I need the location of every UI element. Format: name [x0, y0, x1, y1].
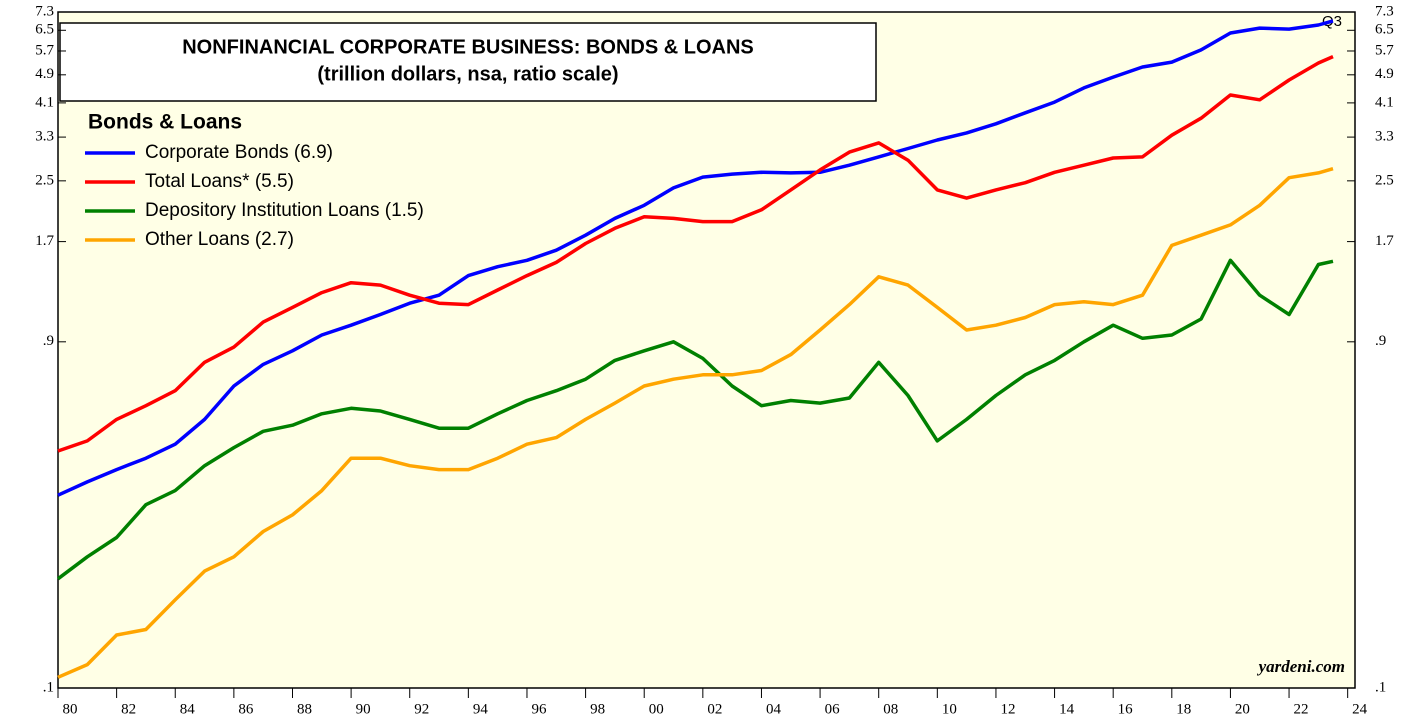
x-tick-label: 10 — [942, 701, 957, 717]
series-line — [56, 258, 1334, 581]
x-tick-label: 00 — [649, 701, 664, 717]
y2-tick-label: .1 — [1375, 679, 1386, 695]
title-box — [59, 22, 877, 102]
x-tick-label: 86 — [238, 701, 254, 717]
x-tick-label: 84 — [180, 701, 196, 717]
y2-tick-label: .9 — [1375, 333, 1386, 349]
y2-tick-label: 2.5 — [1375, 172, 1394, 188]
y-tick-label: 4.9 — [35, 66, 54, 82]
y-tick-label: .1 — [43, 679, 54, 695]
y-tick-label: 6.5 — [35, 22, 54, 38]
x-tick-label: 04 — [766, 701, 782, 717]
y-tick-label: 1.7 — [35, 233, 54, 249]
y-tick-label: 7.3 — [35, 3, 54, 19]
y2-tick-label: 5.7 — [1375, 42, 1394, 58]
legend-label: Other Loans (2.7) — [145, 229, 294, 250]
x-tick-label: 12 — [1000, 701, 1015, 717]
x-tick-label: 80 — [63, 701, 78, 717]
source: yardeni.com — [1257, 657, 1345, 676]
y-tick-label: .9 — [43, 333, 54, 349]
series-line — [57, 167, 1334, 679]
y2-tick-label: 1.7 — [1375, 233, 1394, 249]
legend-label: Corporate Bonds (6.9) — [145, 142, 333, 163]
x-tick-label: 94 — [473, 701, 489, 717]
y-tick-label: 4.1 — [35, 94, 54, 110]
x-tick-label: 88 — [297, 701, 312, 717]
legend-label: Total Loans* (5.5) — [145, 171, 294, 192]
y-tick-label: 2.5 — [35, 172, 54, 188]
x-tick-label: 02 — [707, 701, 722, 717]
x-tick-label: 24 — [1352, 701, 1368, 717]
x-tick-label: 16 — [1118, 701, 1134, 717]
chart-subtitle: (trillion dollars, nsa, ratio scale) — [317, 63, 618, 85]
x-tick-label: 08 — [883, 701, 898, 717]
x-tick-label: 20 — [1235, 701, 1250, 717]
x-tick-label: 82 — [121, 701, 136, 717]
x-tick-label: 98 — [590, 701, 605, 717]
x-tick-label: 92 — [414, 701, 429, 717]
legend-title: Bonds & Loans — [88, 111, 242, 134]
y2-tick-label: 4.9 — [1375, 66, 1394, 82]
x-tick-label: 90 — [356, 701, 371, 717]
series-line — [57, 54, 1334, 453]
y2-tick-label: 4.1 — [1375, 94, 1394, 110]
y2-tick-label: 3.3 — [1375, 129, 1394, 145]
series-line — [57, 19, 1334, 497]
x-tick-label: 18 — [1176, 701, 1191, 717]
y-tick-label: 3.3 — [35, 129, 54, 145]
plot-area — [57, 11, 1356, 689]
x-tick-label: 06 — [825, 701, 841, 717]
y2-tick-label: 6.5 — [1375, 22, 1394, 38]
chart-title: NONFINANCIAL CORPORATE BUSINESS: BONDS &… — [182, 36, 754, 58]
x-tick-label: 22 — [1294, 701, 1309, 717]
legend-label: Depository Institution Loans (1.5) — [145, 200, 424, 221]
y-tick-label: 5.7 — [35, 42, 54, 58]
x-tick-label: 14 — [1059, 701, 1075, 717]
y2-tick-label: 7.3 — [1375, 3, 1394, 19]
x-tick-label: 96 — [531, 701, 547, 717]
